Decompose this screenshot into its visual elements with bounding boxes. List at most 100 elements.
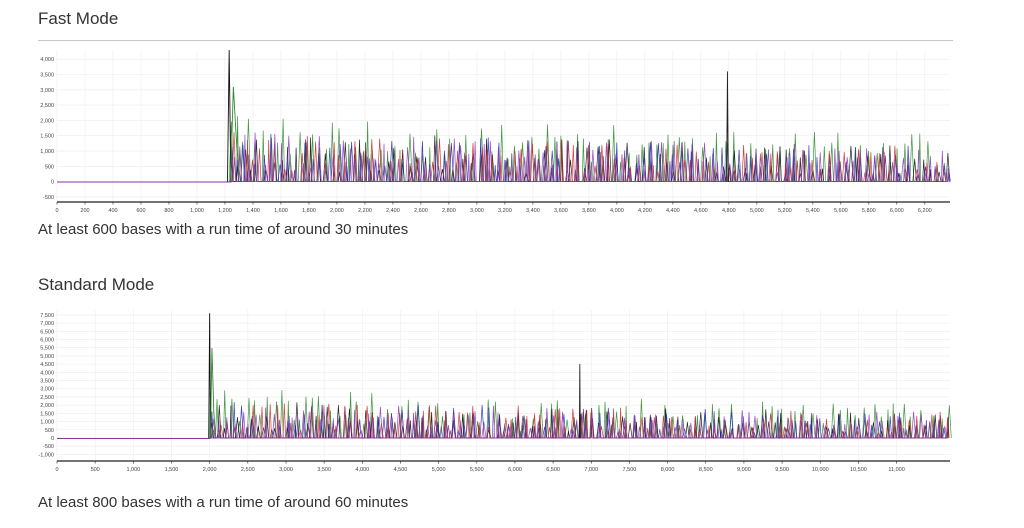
x-tick-label: 4,600 [694,208,708,214]
y-tick-label: 2,500 [40,395,54,401]
initial-peak [208,313,212,438]
x-tick-label: 6,000 [890,208,904,214]
x-tick-label: 9,000 [737,467,751,473]
trace-series [57,405,948,439]
x-tick-label: 200 [80,208,89,214]
x-tick-label: 3,600 [554,208,568,214]
x-tick-label: 4,200 [638,208,652,214]
x-tick-label: 400 [108,208,117,214]
x-tick-label: 2,000 [330,208,344,214]
x-tick-label: 1,500 [165,467,179,473]
fast-mode-title: Fast Mode [38,9,119,28]
x-tick-label: 3,400 [526,208,540,214]
x-tick-label: 5,200 [778,208,792,214]
trace-series [57,133,951,183]
x-tick-label: 3,500 [317,467,331,473]
fast-mode-title-rule [38,40,953,41]
x-tick-label: 5,400 [806,208,820,214]
y-tick-label: 4,500 [40,362,54,368]
x-tick-label: 4,500 [394,467,408,473]
x-tick-label: 7,000 [584,467,598,473]
x-tick-label: 6,000 [508,467,522,473]
x-tick-label: 6,200 [918,208,932,214]
x-tick-label: 3,200 [498,208,512,214]
x-tick-label: 0 [55,208,58,214]
x-tick-label: 500 [91,467,100,473]
x-tick-label: 7,500 [623,467,637,473]
x-tick-label: 600 [136,208,145,214]
y-tick-label: 3,500 [40,379,54,385]
y-tick-label: 0 [51,436,54,442]
y-tick-label: 7,500 [40,313,54,319]
y-tick-label: 1,000 [40,149,54,155]
x-tick-label: 5,500 [470,467,484,473]
y-tick-label: 7,000 [40,321,54,327]
y-tick-label: 3,500 [40,72,54,78]
y-tick-label: 5,500 [40,346,54,352]
y-tick-label: 2,000 [40,403,54,409]
y-tick-label: 5,000 [40,354,54,360]
x-tick-label: 9,500 [775,467,789,473]
x-tick-label: 800 [164,208,173,214]
y-tick-label: 4,000 [40,57,54,63]
isolated-spike [726,71,729,182]
x-tick-label: 10,500 [850,467,867,473]
y-tick-label: 1,000 [40,420,54,426]
y-tick-label: 500 [45,164,54,170]
x-tick-label: 1,200 [218,208,232,214]
x-tick-label: 10,000 [812,467,829,473]
x-tick-label: 3,000 [470,208,484,214]
x-tick-label: 3,000 [279,467,293,473]
x-tick-label: 2,400 [386,208,400,214]
y-tick-label: 2,500 [40,103,54,109]
x-tick-label: 5,800 [862,208,876,214]
y-tick-label: 2,000 [40,118,54,124]
x-tick-label: 5,000 [750,208,764,214]
y-tick-label: 6,000 [40,338,54,344]
initial-peak [227,49,232,182]
x-tick-label: 2,600 [414,208,428,214]
x-tick-label: 0 [55,467,58,473]
x-tick-label: 6,500 [546,467,560,473]
x-tick-label: 4,000 [355,467,369,473]
fast-mode-chart: 4,000 3,500 3,000 2,500 2,000 1,500 1,000 500 0 -… [40,49,951,214]
x-tick-label: 1,800 [302,208,316,214]
y-tick-label: 4,000 [40,370,54,376]
y-tick-label: 6,500 [40,329,54,335]
x-tick-label: 2,500 [241,467,255,473]
trace-series [57,132,950,183]
initial-peak-green [209,348,217,438]
y-tick-label: -1,000 [38,452,54,458]
x-tick-label: 8,000 [661,467,675,473]
x-tick-label: 1,400 [246,208,260,214]
x-tick-label: 5,600 [834,208,848,214]
y-tick-label: 3,000 [40,387,54,393]
x-tick-label: 8,500 [699,467,713,473]
x-tick-label: 5,000 [432,467,446,473]
x-tick-label: 1,000 [190,208,204,214]
y-tick-label: -500 [43,195,54,201]
initial-peak-green [230,86,241,182]
fast-mode-caption: At least 600 bases with a run time of ar… [38,221,409,238]
y-tick-label: -500 [43,444,54,450]
x-tick-label: 4,400 [666,208,680,214]
standard-mode-chart: 7,500 7,000 6,500 6,000 5,500 5,000 4,500 4,000… [38,310,952,473]
standard-mode-caption: At least 800 bases with a run time of ar… [38,494,409,511]
x-tick-label: 2,200 [358,208,372,214]
standard-mode-title: Standard Mode [38,275,155,294]
isolated-spike [578,364,581,438]
y-tick-label: 1,500 [40,411,54,417]
x-tick-label: 1,600 [274,208,288,214]
x-tick-label: 4,800 [722,208,736,214]
y-tick-label: 500 [45,428,54,434]
x-tick-label: 2,000 [203,467,217,473]
x-tick-label: 3,800 [582,208,596,214]
x-tick-label: 11,000 [888,467,904,473]
y-tick-label: 1,500 [40,134,54,140]
y-tick-label: 0 [51,180,54,186]
x-tick-label: 4,000 [610,208,624,214]
y-tick-label: 3,000 [40,88,54,94]
x-tick-label: 1,000 [126,467,140,473]
x-tick-label: 2,800 [442,208,456,214]
